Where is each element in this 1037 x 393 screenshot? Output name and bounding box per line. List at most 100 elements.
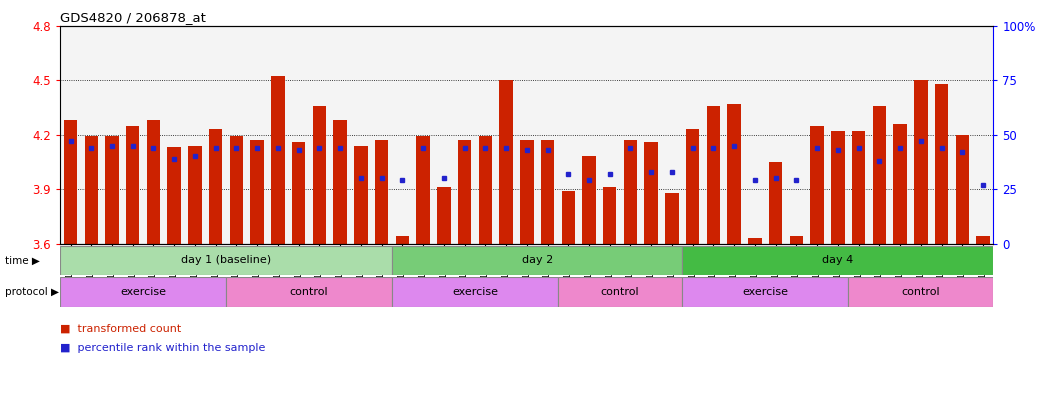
Bar [168,147,181,244]
Bar [516,26,537,244]
Text: ■  percentile rank within the sample: ■ percentile rank within the sample [60,343,265,353]
Bar [272,76,285,244]
Bar [662,26,682,244]
Text: exercise: exercise [742,287,788,297]
Bar [392,277,558,307]
Bar [226,277,392,307]
Bar [143,26,164,244]
Bar [355,145,368,244]
Text: exercise: exercise [452,287,498,297]
Bar [375,140,389,244]
Bar [392,246,682,275]
Bar [931,26,952,244]
Bar [707,105,720,244]
Bar [209,129,223,244]
Bar [869,26,890,244]
Bar [890,26,910,244]
Bar [230,136,244,244]
Text: day 1 (baseline): day 1 (baseline) [181,255,271,265]
Bar [292,142,306,244]
Bar [392,26,413,244]
Bar [952,26,973,244]
Bar [537,26,558,244]
Bar [85,136,99,244]
Bar [396,236,410,244]
Bar [60,26,81,244]
Bar [334,120,347,244]
Bar [454,26,475,244]
Bar [226,26,247,244]
Bar [558,26,579,244]
Text: day 4: day 4 [822,255,853,265]
Bar [973,26,993,244]
Bar [479,136,493,244]
Bar [748,238,761,244]
Text: time ▶: time ▶ [5,255,40,265]
Bar [562,191,576,244]
Bar [268,26,288,244]
Bar [521,140,534,244]
Bar [848,26,869,244]
Bar [122,26,143,244]
Bar [164,26,185,244]
Bar [251,140,264,244]
Bar [724,26,745,244]
Bar [330,26,351,244]
Bar [309,26,330,244]
Bar [807,26,828,244]
Bar [127,125,139,244]
Bar [583,156,596,244]
Bar [728,104,740,244]
Bar [60,246,392,275]
Bar [558,277,682,307]
Bar [848,277,993,307]
Bar [873,105,886,244]
Bar [413,26,433,244]
Bar [81,26,102,244]
Bar [666,193,678,244]
Bar [579,26,599,244]
Bar [500,80,513,244]
Text: GDS4820 / 206878_at: GDS4820 / 206878_at [60,11,206,24]
Bar [641,26,662,244]
Bar [475,26,496,244]
Bar [205,26,226,244]
Bar [313,105,326,244]
Bar [956,134,969,244]
Bar [935,84,948,244]
Bar [496,26,516,244]
Bar [102,26,122,244]
Bar [599,26,620,244]
Bar [786,26,807,244]
Bar [977,236,989,244]
Bar [894,124,906,244]
Text: protocol ▶: protocol ▶ [5,287,59,297]
Text: exercise: exercise [120,287,166,297]
Bar [852,131,865,244]
Bar [682,26,703,244]
Bar [620,26,641,244]
Bar [60,277,226,307]
Bar [915,80,928,244]
Bar [371,26,392,244]
Bar [417,136,430,244]
Bar [189,145,202,244]
Bar [828,26,848,244]
Bar [433,26,454,244]
Bar [438,187,451,244]
Bar [768,162,782,244]
Bar [247,26,268,244]
Text: day 2: day 2 [522,255,553,265]
Bar [645,142,657,244]
Text: control: control [289,287,329,297]
Bar [910,26,931,244]
Bar [790,236,803,244]
Text: ■  transformed count: ■ transformed count [60,323,181,333]
Bar [106,136,119,244]
Bar [765,26,786,244]
Bar [682,246,993,275]
Bar [64,120,78,244]
Bar [811,125,823,244]
Bar [351,26,371,244]
Bar [288,26,309,244]
